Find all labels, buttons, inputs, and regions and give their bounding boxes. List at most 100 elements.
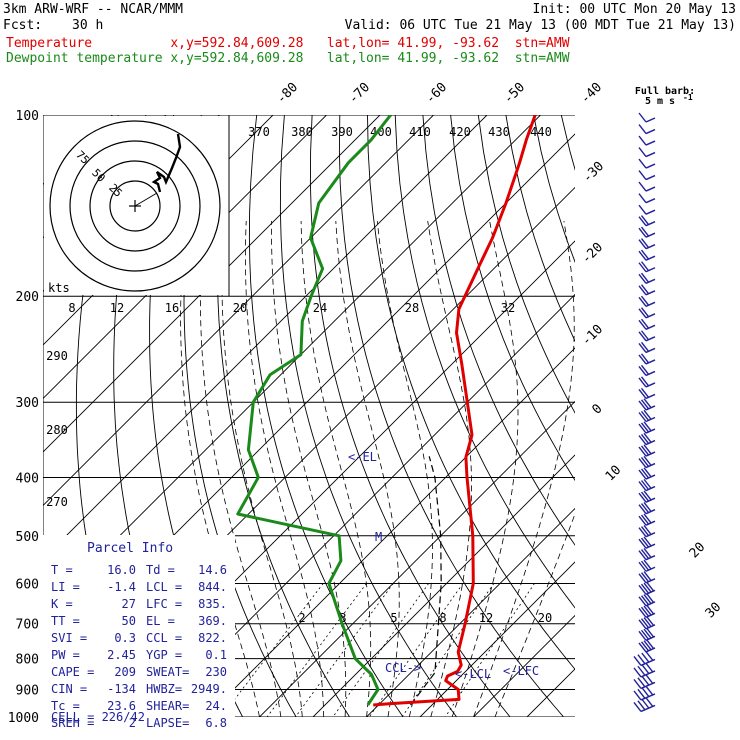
wind-barb-staff: [645, 140, 656, 146]
parcel-field-label: LFC =: [146, 597, 182, 611]
wind-barb-flag: [640, 549, 650, 560]
pressure-label: 100: [16, 109, 39, 124]
dry-adiabat: [589, 115, 740, 717]
wind-barb-flag: [643, 398, 652, 409]
parcel-field-value: 23.6: [107, 699, 136, 713]
wind-barb-flag: [638, 561, 647, 572]
wind-barb: [638, 124, 656, 135]
dry-adiabat: [394, 115, 575, 609]
wind-barb-flag: [646, 581, 655, 592]
wind-barb-flag: [638, 515, 647, 526]
wind-barb-flag: [638, 331, 647, 342]
isotherm-label: -20: [579, 240, 606, 267]
wind-barb: [633, 673, 656, 690]
parcel-field-label: CAPE =: [51, 665, 94, 679]
forecast-label: Fcst:: [3, 18, 43, 33]
mixing-ratio-line: [332, 583, 430, 717]
mixing-ratio-label: 3: [339, 611, 346, 625]
wind-barb: [638, 525, 656, 538]
wind-barb-flag: [638, 112, 647, 123]
wind-barb-flag: [640, 341, 650, 352]
wind-barb-flag: [637, 688, 646, 699]
wind-barb-flag: [640, 606, 650, 617]
forecast-hours: 30 h: [72, 18, 104, 33]
wind-barb-flag: [640, 387, 650, 398]
parcel-field-label: T =: [51, 563, 73, 577]
moist-adiabat: [335, 220, 400, 717]
wind-barb: [638, 135, 656, 146]
wind-barb-staff: [645, 301, 656, 307]
wind-barb: [638, 536, 656, 549]
dry-adiabat: [248, 115, 404, 717]
wind-barb-flag: [638, 400, 647, 411]
wind-barb-flag: [638, 365, 647, 376]
wind-barb-flag: [640, 410, 650, 421]
parcel-field-label: LAPSE=: [146, 716, 189, 730]
wind-barb-flag: [643, 501, 652, 512]
moist-adiabat: [244, 220, 325, 717]
wind-barb-flag: [638, 504, 647, 515]
wind-barb-staff: [645, 174, 656, 181]
wind-barb: [638, 387, 656, 400]
wind-barb: [638, 627, 656, 642]
wind-barb-flag: [640, 353, 650, 364]
wind-barb-flag: [641, 675, 650, 686]
theta-label: 290: [46, 349, 68, 363]
temperature-profile: [373, 115, 537, 707]
dewpoint-legend: Dewpoint temperature x,y=592.84,609.28 l…: [6, 51, 570, 66]
isotherm-label: 10: [603, 463, 625, 485]
wind-barb-flag: [638, 239, 647, 250]
pressure-label: 900: [16, 683, 39, 698]
dry-adiabat: [338, 115, 564, 717]
wind-barb-staff: [645, 347, 656, 354]
parcel-field-value: 230: [205, 665, 227, 679]
mixing-ratio-line: [444, 583, 535, 717]
dry-adiabat: [367, 115, 575, 670]
wind-barb-flag: [640, 445, 650, 456]
wind-barb-flag: [643, 571, 652, 581]
isotherm-line: [312, 454, 575, 717]
wind-barb-flag: [638, 389, 647, 399]
wind-barb: [638, 193, 656, 204]
wind-barb-flag: [640, 399, 650, 410]
mixing-ratio-label: 32: [501, 301, 515, 315]
wind-barb-flag: [640, 249, 650, 260]
wind-barb-flag: [638, 273, 647, 284]
wind-barb-staff: [645, 220, 656, 227]
wind-barb-staff: [645, 232, 656, 238]
wind-barb-staff: [645, 370, 656, 377]
wind-barb: [638, 455, 656, 469]
wind-barb-staff: [645, 255, 656, 261]
wind-barb-flag: [637, 654, 646, 665]
parcel-field-label: PW =: [51, 648, 80, 662]
theta-e-label: 370: [248, 125, 270, 139]
moist-adiabat: [451, 220, 519, 717]
wind-barb-flag: [638, 630, 647, 641]
pressure-label: 800: [16, 653, 39, 668]
wind-barb-flag: [643, 640, 652, 651]
wind-barb-staff: [645, 163, 656, 169]
isotherm-line: [419, 561, 575, 717]
mixing-ratio-line: [368, 583, 464, 717]
wind-barb-flag: [638, 285, 647, 296]
wind-barb-flag: [640, 503, 650, 513]
dry-adiabat: [450, 115, 575, 482]
wind-barb-flag: [640, 641, 650, 652]
wind-barb-flag: [645, 662, 654, 673]
wind-barb-flag: [638, 250, 647, 261]
wind-barb: [638, 318, 656, 331]
wind-barb-flag: [638, 481, 647, 492]
wind-barb-flag: [638, 435, 647, 445]
wind-barb-flag: [640, 226, 650, 237]
wind-barb-flag: [633, 690, 642, 701]
wind-barb-flag: [633, 655, 642, 666]
wind-barb-flag: [638, 216, 647, 227]
parcel-path: [410, 456, 442, 706]
parcel-field-label: CIN =: [51, 682, 87, 696]
wind-barb: [633, 650, 656, 667]
wind-barb-flag: [640, 572, 650, 583]
mixing-ratio-label: 16: [165, 301, 179, 315]
wind-barb: [638, 341, 656, 354]
wind-barb: [638, 170, 656, 181]
temperature-legend: Temperature x,y=592.84,609.28 lat,lon= 4…: [6, 36, 570, 51]
